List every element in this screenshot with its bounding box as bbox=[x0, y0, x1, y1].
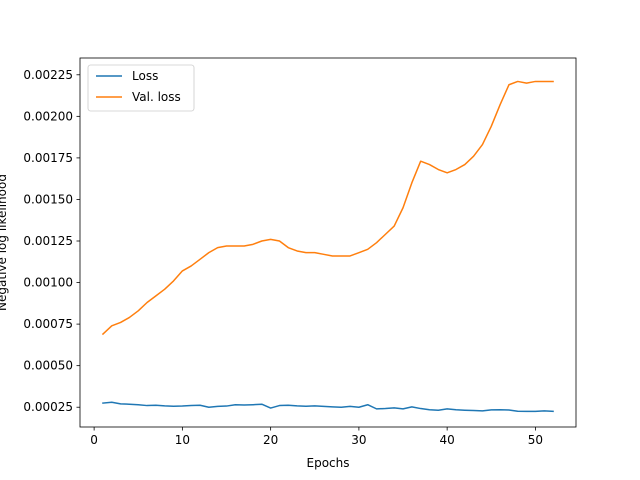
plot-background bbox=[80, 58, 576, 427]
legend: Loss Val. loss bbox=[87, 64, 195, 112]
legend-label-val-loss: Val. loss bbox=[132, 90, 181, 104]
plot-area bbox=[80, 58, 576, 427]
series-line-loss bbox=[102, 401, 554, 413]
y-tick-label: 0.00175 bbox=[23, 151, 73, 165]
x-axis-label: Epochs bbox=[307, 456, 350, 470]
y-tick-label: 0.00200 bbox=[23, 109, 73, 123]
series-layer bbox=[101, 80, 554, 413]
axes-layer: 0 10 20 30 40 50 0.00025 0.00050 0.00075 0.00100 0… bbox=[23, 57, 577, 447]
y-tick-label: 0.00150 bbox=[23, 192, 73, 206]
x-tick-label: 10 bbox=[175, 433, 190, 447]
y-tick-label: 0.00075 bbox=[23, 317, 73, 331]
y-tick-label: 0.00125 bbox=[23, 234, 73, 248]
x-tick-label: 30 bbox=[351, 433, 366, 447]
y-tick-label: 0.00025 bbox=[23, 400, 73, 414]
legend-label-loss: Loss bbox=[132, 69, 158, 83]
y-tick-label: 0.00050 bbox=[23, 359, 73, 373]
x-tick-label: 50 bbox=[528, 433, 543, 447]
y-tick-label: 0.00225 bbox=[23, 68, 73, 82]
series-line-val-loss bbox=[101, 80, 554, 336]
x-tick-label: 0 bbox=[90, 433, 98, 447]
axes-frame bbox=[79, 57, 577, 428]
y-tick-label: 0.00100 bbox=[23, 276, 73, 290]
x-tick-label: 40 bbox=[440, 433, 455, 447]
y-axis-label: Negative log likelihood bbox=[0, 174, 9, 311]
x-tick-label: 20 bbox=[263, 433, 278, 447]
